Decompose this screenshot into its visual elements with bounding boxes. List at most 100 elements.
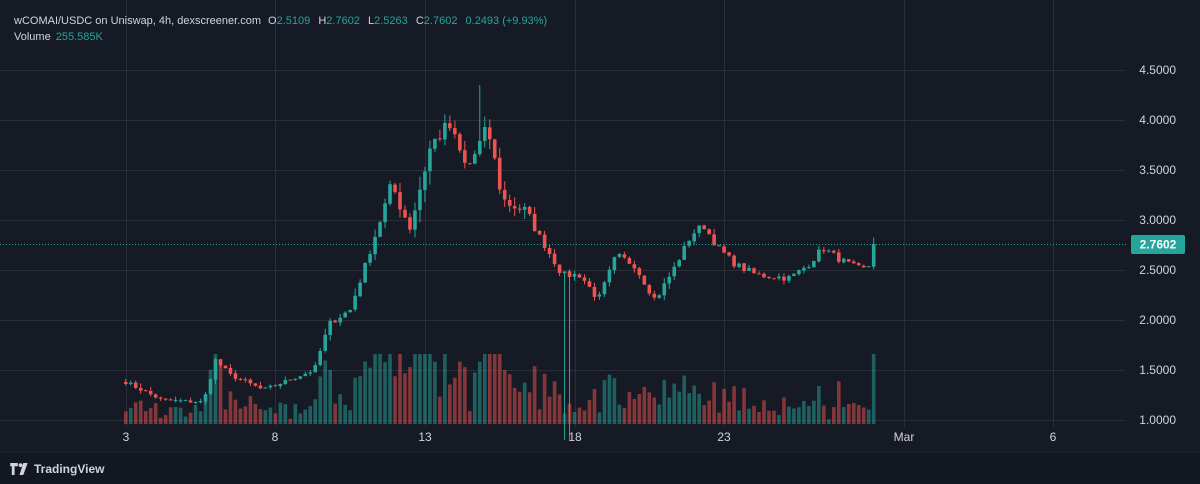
volume-bar <box>293 404 298 424</box>
volume-bar <box>672 383 677 424</box>
volume-bar <box>258 409 263 424</box>
candlestick-chart[interactable]: 1.0000 1.5000 2.0000 2.5000 3.0000 3.5000 4.00… <box>0 0 1200 452</box>
y-tick-label: 3.5000 <box>1139 163 1176 177</box>
candle-body <box>762 273 766 278</box>
candle-body <box>712 234 716 246</box>
candle-body <box>188 400 193 403</box>
volume-bar <box>827 419 831 424</box>
last-price-badge <box>1131 235 1185 254</box>
candle-body <box>328 320 332 336</box>
volume-bar <box>747 408 751 424</box>
volume-bar <box>856 405 861 424</box>
volume-bar <box>233 399 238 424</box>
volume-bar <box>198 411 203 424</box>
volume-bar <box>183 416 188 424</box>
volume-bar <box>702 405 706 424</box>
volume-bar <box>303 409 308 424</box>
candle-body <box>258 385 263 389</box>
volume-bar <box>707 400 711 424</box>
candle-body <box>423 171 427 190</box>
volume-bar <box>368 367 372 424</box>
volume-bar <box>777 415 781 424</box>
candle-body <box>827 250 831 252</box>
candle-body <box>542 234 547 248</box>
volume-bar <box>148 408 153 424</box>
chart-area[interactable]: 1.0000 1.5000 2.0000 2.5000 3.0000 3.5000 4.00… <box>0 0 1200 452</box>
volume-bar <box>502 370 507 424</box>
y-axis[interactable]: 1.0000 1.5000 2.0000 2.5000 3.0000 3.5000 4.00… <box>1139 63 1176 427</box>
candle-body <box>662 283 667 296</box>
candle-body <box>403 209 407 218</box>
volume-bar <box>657 404 662 424</box>
candle-body <box>253 383 258 386</box>
volume-bar <box>463 367 467 424</box>
volume-bar <box>348 410 352 424</box>
volume-bar <box>647 392 652 424</box>
volume-bar <box>512 387 517 424</box>
candle-body <box>358 282 362 297</box>
tradingview-link[interactable]: TradingView <box>10 460 104 478</box>
volume-bar <box>218 364 223 424</box>
volume-bar <box>642 386 647 424</box>
candle-body <box>313 365 318 373</box>
volume-bar <box>388 354 392 424</box>
low-label: L <box>368 15 375 27</box>
candle-body <box>368 254 372 263</box>
volume-label: Volume <box>14 31 51 43</box>
candle-body <box>492 139 497 159</box>
candle-body <box>866 266 871 268</box>
candle-body <box>527 206 532 214</box>
volume-bar <box>812 400 816 424</box>
volume-bar <box>472 372 477 424</box>
volume-bar <box>537 409 542 424</box>
x-tick-label: 6 <box>1050 430 1057 444</box>
candle-body <box>752 268 756 274</box>
volume-bar <box>133 402 138 424</box>
volume-bar <box>323 360 327 424</box>
volume-bar <box>168 407 173 424</box>
volume-bar <box>343 404 347 424</box>
tradingview-brand-text: TradingView <box>34 462 105 476</box>
candle-body <box>692 233 696 242</box>
x-tick-label: 23 <box>717 430 731 444</box>
volume-bar <box>208 369 213 424</box>
candle-body <box>722 246 726 253</box>
volume-bar <box>662 379 667 424</box>
candle-body <box>497 157 502 190</box>
candle-body <box>323 334 327 351</box>
x-tick-label: Mar <box>894 430 915 444</box>
candle-body <box>612 257 617 271</box>
volume-bar <box>802 400 806 424</box>
volume-bar <box>193 404 198 424</box>
volume-bar <box>418 354 422 424</box>
candle-body <box>577 274 582 278</box>
volume-bar <box>832 407 836 424</box>
volume-bar <box>782 397 786 424</box>
x-tick-label: 3 <box>123 430 130 444</box>
last-price-badge-group: 2.7602 <box>1131 235 1185 254</box>
candle-body <box>547 248 552 254</box>
x-tick-label: 8 <box>272 430 279 444</box>
volume-bar <box>128 408 133 424</box>
candle-body <box>602 282 607 295</box>
volume-bar <box>383 362 387 424</box>
volume-bar <box>527 392 532 424</box>
volume-bar <box>243 406 248 424</box>
candle-body <box>667 276 672 284</box>
volume-bar <box>482 354 487 424</box>
candle-body <box>433 138 437 149</box>
volume-bar <box>238 408 243 424</box>
candle-body <box>856 263 861 266</box>
x-axis[interactable]: 3 8 13 18 23 Mar 6 <box>123 430 1057 444</box>
candle-body <box>143 390 148 392</box>
legend-ohlc-row: wCOMAI/USDC on Uniswap, 4h, dexscreener.… <box>14 13 547 29</box>
candle-body <box>757 273 761 275</box>
candle-body <box>846 259 851 262</box>
candle-body <box>607 269 612 283</box>
high-value: 2.7602 <box>326 15 360 27</box>
candle-body <box>717 245 721 247</box>
candle-body <box>388 184 392 204</box>
candle-body <box>587 281 592 287</box>
volume-bar <box>423 354 427 424</box>
volume-bar <box>677 391 682 424</box>
